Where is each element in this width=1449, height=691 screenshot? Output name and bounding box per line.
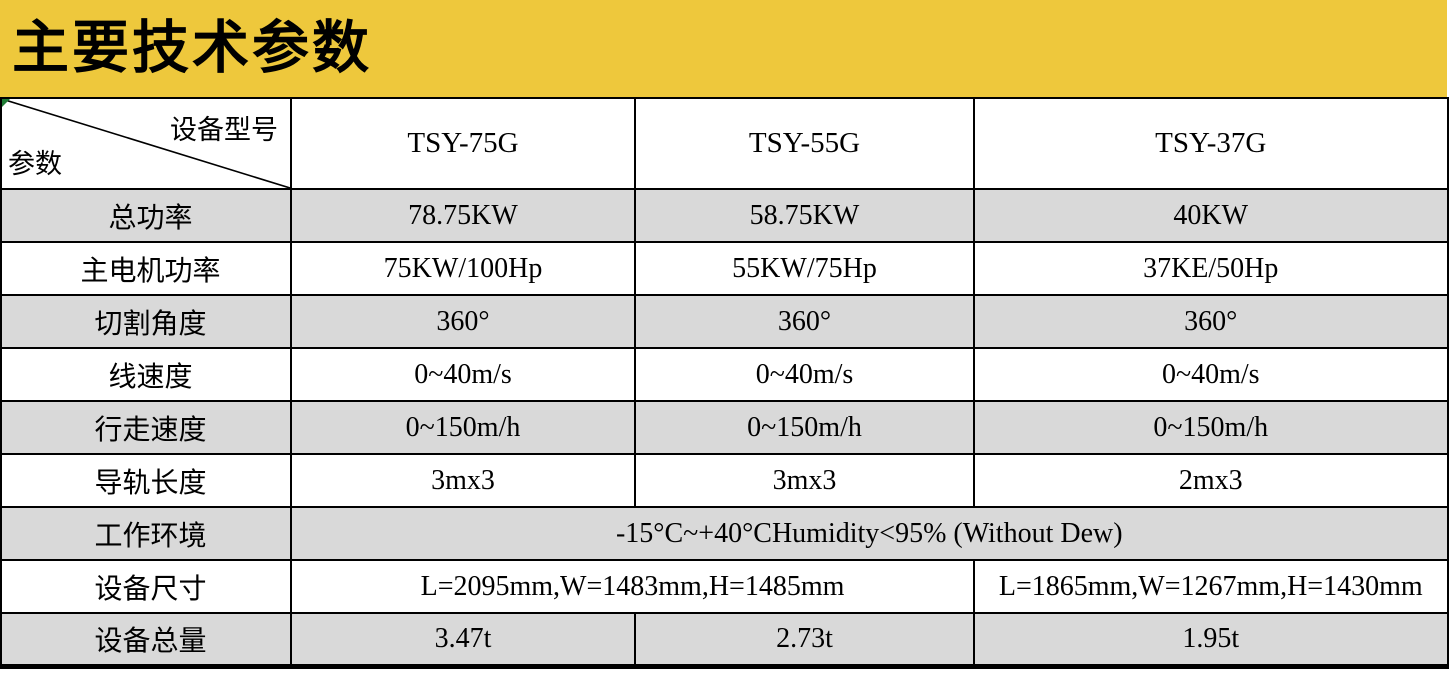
row-label: 工作环境: [0, 506, 292, 561]
cell-value: 2mx3: [973, 453, 1449, 508]
row-label: 设备总量: [0, 612, 292, 667]
model-header-tsy75g: TSY-75G: [290, 97, 636, 190]
cell-value: L=1865mm,W=1267mm,H=1430mm: [973, 559, 1449, 614]
diagonal-header-cell: 设备型号 参数: [0, 97, 292, 190]
table-header-row: 设备型号 参数 TSY-75G TSY-55G TSY-37G: [0, 97, 1449, 190]
title-banner: 主要技术参数: [0, 0, 1447, 97]
corner-label-param: 参数: [8, 149, 62, 179]
cell-value: 2.73t: [634, 612, 975, 667]
model-header-tsy37g: TSY-37G: [973, 97, 1449, 190]
cell-value: 0~150m/h: [973, 400, 1449, 455]
cell-value: 3mx3: [290, 453, 636, 508]
cell-flag-icon: [3, 100, 10, 107]
cell-value: 78.75KW: [290, 188, 636, 243]
cell-value: 0~150m/h: [290, 400, 636, 455]
cell-value: 0~150m/h: [634, 400, 975, 455]
cell-value: 0~40m/s: [634, 347, 975, 402]
spec-table: 设备型号 参数 TSY-75G TSY-55G TSY-37G 总功率 78.7…: [0, 97, 1449, 669]
cell-value: 1.95t: [973, 612, 1449, 667]
row-label: 总功率: [0, 188, 292, 243]
cell-value: 37KE/50Hp: [973, 241, 1449, 296]
cell-value: 75KW/100Hp: [290, 241, 636, 296]
table-row-line-speed: 线速度 0~40m/s 0~40m/s 0~40m/s: [0, 347, 1449, 402]
corner-label-model: 设备型号: [170, 115, 278, 145]
table-row-total-power: 总功率 78.75KW 58.75KW 40KW: [0, 188, 1449, 243]
row-label: 主电机功率: [0, 241, 292, 296]
table-row-travel-speed: 行走速度 0~150m/h 0~150m/h 0~150m/h: [0, 400, 1449, 455]
model-header-tsy55g: TSY-55G: [634, 97, 975, 190]
cell-value: 0~40m/s: [973, 347, 1449, 402]
cell-value: -15°C~+40°CHumidity<95% (Without Dew): [290, 506, 1449, 561]
cell-value: 3mx3: [634, 453, 975, 508]
page-title: 主要技术参数: [12, 17, 372, 80]
row-label: 设备尺寸: [0, 559, 292, 614]
cell-value: 360°: [973, 294, 1449, 349]
row-label: 切割角度: [0, 294, 292, 349]
row-label: 导轨长度: [0, 453, 292, 508]
cell-value: 40KW: [973, 188, 1449, 243]
table-row-equipment-size: 设备尺寸 L=2095mm,W=1483mm,H=1485mm L=1865mm…: [0, 559, 1449, 614]
cell-value: L=2095mm,W=1483mm,H=1485mm: [290, 559, 975, 614]
row-label: 线速度: [0, 347, 292, 402]
table-row-main-motor-power: 主电机功率 75KW/100Hp 55KW/75Hp 37KE/50Hp: [0, 241, 1449, 296]
cell-value: 360°: [634, 294, 975, 349]
diagonal-line-icon: [3, 100, 289, 187]
row-label: 行走速度: [0, 400, 292, 455]
cell-value: 3.47t: [290, 612, 636, 667]
cell-value: 58.75KW: [634, 188, 975, 243]
cell-value: 360°: [290, 294, 636, 349]
cell-value: 55KW/75Hp: [634, 241, 975, 296]
table-row-equipment-weight: 设备总量 3.47t 2.73t 1.95t: [0, 612, 1449, 667]
table-row-rail-length: 导轨长度 3mx3 3mx3 2mx3: [0, 453, 1449, 508]
table-row-working-environment: 工作环境 -15°C~+40°CHumidity<95% (Without De…: [0, 506, 1449, 561]
table-row-cutting-angle: 切割角度 360° 360° 360°: [0, 294, 1449, 349]
cell-value: 0~40m/s: [290, 347, 636, 402]
